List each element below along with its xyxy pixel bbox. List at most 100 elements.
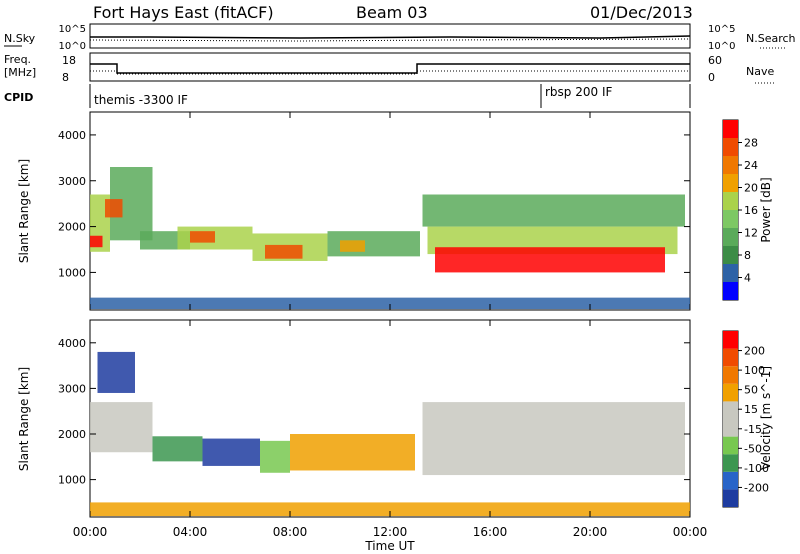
velocity-ytick-label: 2000 [58,428,86,441]
beam-title: Beam 03 [356,3,428,22]
nave-trace [90,70,690,75]
power-echo-region-3 [105,199,123,218]
power-y-axis: 1000 2000 3000 4000 [58,129,690,279]
velocity-colorbar-tick-label: 100 [744,364,765,377]
velocity-ytick-label: 4000 [58,337,86,350]
nsky-tick-bottom: 10^0 [59,41,86,52]
velocity-ytick-label: 1000 [58,474,86,487]
power-colorbar-swatch [723,246,738,264]
cpid-mode-2: rbsp 200 IF [545,85,612,99]
power-ylabel: Slant Range [km] [17,159,31,263]
power-colorbar-tick-label: 12 [744,227,758,240]
nsearch-trace [89,38,691,42]
power-ytick-label: 1000 [58,266,86,279]
power-echo-region-14 [90,297,690,310]
velocity-colorbar-swatch [723,489,738,507]
power-colorbar-tick-label: 8 [744,249,751,262]
power-colorbar-swatch [723,282,738,300]
velocity-echo-region-1 [97,351,135,393]
power-colorbar-tick-label: 16 [744,204,758,217]
nave-label: Nave [746,65,774,78]
velocity-colorbar-swatch [723,331,738,349]
power-ytick-label: 2000 [58,221,86,234]
velocity-echo-region-3 [202,438,260,466]
power-panel: 1000 2000 3000 4000 Slant Range [km] 28 24 20… [17,111,773,311]
velocity-colorbar-ticks: 200 100 50 15 -15 -50 -100 -200 [738,345,769,494]
power-colorbar-swatch [723,156,738,174]
power-colorbar-swatch [723,138,738,156]
time-tick-label: 08:00 [273,525,308,539]
power-colorbar-swatch [723,264,738,282]
velocity-colorbar-swatch [723,471,738,490]
velocity-ytick-label: 3000 [58,382,86,395]
power-colorbar-tick-label: 24 [744,159,758,172]
power-colorbar-label: Power [dB] [759,177,773,242]
velocity-echo-region-7 [90,502,690,517]
power-colorbar-swatch [723,174,738,192]
nsearch-tick-bottom: 10^0 [708,41,735,52]
velocity-echo-region-0 [90,402,153,453]
nsearch-label: N.Search [746,32,796,45]
nsky-label: N.Sky [4,32,36,45]
velocity-colorbar-swatch [723,348,738,367]
velocity-colorbar-tick-label: 50 [744,384,758,397]
time-tick-label: 04:00 [173,525,208,539]
nsearch-tick-top: 10^5 [708,24,735,35]
velocity-colorbar-swatch [723,383,738,402]
time-axis-label: Time UT [364,539,415,553]
nsky-trace [90,35,691,39]
power-colorbar-fill [723,120,738,300]
velocity-colorbar-tick-label: -200 [744,481,769,494]
power-colorbar-swatch [723,120,738,138]
power-colorbar-swatch [723,210,738,228]
velocity-echo-region-4 [260,440,290,473]
freq-tick-bottom: 8 [62,71,69,84]
velocity-colorbar-fill [723,331,738,507]
time-tick-label: 16:00 [473,525,508,539]
freq-trace [90,63,690,74]
velocity-data-layer [90,351,690,517]
velocity-colorbar-tick-label: 15 [744,403,758,416]
velocity-colorbar-tick-label: -50 [744,442,762,455]
power-colorbar-ticks: 28 24 20 16 12 8 4 [738,137,758,285]
power-colorbar-swatch [723,228,738,246]
freq-label-top: Freq. [4,53,31,66]
velocity-echo-region-6 [422,402,685,476]
power-ytick-label: 4000 [58,129,86,142]
velocity-colorbar-swatch [723,419,738,437]
time-tick-label: 20:00 [573,525,608,539]
date-title: 01/Dec/2013 [590,3,693,22]
station-title: Fort Hays East (fitACF) [93,3,274,22]
velocity-colorbar-swatch [723,454,738,472]
power-ytick-label: 3000 [58,175,86,188]
power-echo-region-13 [435,247,665,273]
velocity-colorbar-swatch [723,366,738,384]
nave-tick-bottom: 0 [708,71,715,84]
power-colorbar-tick-label: 28 [744,137,758,150]
time-tick-label: 00:00 [73,525,108,539]
velocity-panel: 1000 2000 3000 4000 Slant Range [km] 200 100… [17,319,773,518]
power-echo-region-10 [340,240,365,252]
velocity-echo-region-2 [152,436,203,462]
power-echo-region-8 [265,244,303,259]
freq-label-bottom: [MHz] [4,66,36,79]
velocity-colorbar-tick-label: -100 [744,462,769,475]
time-tick-label: 12:00 [373,525,408,539]
nsky-tick-top: 10^5 [59,24,86,35]
power-data-layer [90,167,690,310]
cpid-panel: CPID themis -3300 IF rbsp 200 IF [4,84,691,108]
velocity-echo-region-5 [290,434,415,471]
time-axis: 00:00 04:00 08:00 12:00 16:00 20:00 00:00 [73,112,708,539]
nsky-panel: N.Sky 10^5 10^0 N.Search 10^5 10^0 [4,23,796,52]
power-colorbar-tick-label: 20 [744,182,758,195]
time-tick-label: 00:00 [673,525,708,539]
freq-tick-top: 18 [62,54,76,67]
velocity-ylabel: Slant Range [km] [17,367,31,471]
power-echo-region-1 [90,235,103,248]
cpid-label: CPID [4,91,33,104]
velocity-colorbar-tick-label: -15 [744,423,762,436]
velocity-colorbar-swatch [723,401,738,419]
power-echo-region-6 [190,231,215,243]
velocity-colorbar-label: Velocity [m s^-1] [759,366,773,470]
